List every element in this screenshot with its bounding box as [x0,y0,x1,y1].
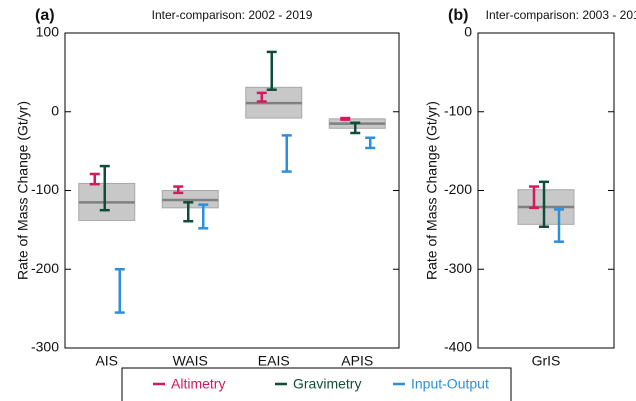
panel-label: (a) [35,7,55,24]
x-tick-label: AIS [95,353,118,369]
plot-frame [64,32,400,349]
y-axis-label: Rate of Mass Change (Gt/yr) [424,101,440,280]
x-tick-label: EAIS [258,353,290,369]
legend-box [121,367,512,401]
panel-title: Inter-comparison: 2002 - 2019 [152,8,313,22]
legend-label: Gravimetry [293,376,361,392]
plot-frame [477,32,615,349]
y-tick-label: 100 [36,24,60,40]
y-tick-label: -400 [444,339,472,355]
panel-label: (b) [448,7,468,24]
x-tick-label: WAIS [173,353,208,369]
y-tick-label: -200 [31,260,59,276]
legend-label: Input-Output [411,376,489,392]
y-tick-label: 0 [464,24,472,40]
y-tick-label: -200 [444,181,472,197]
x-tick-label: GrIS [532,353,561,369]
panel-title: Inter-comparison: 2003 - 2018 [486,8,636,22]
y-tick-label: -100 [444,102,472,118]
legend-label: Altimetry [171,376,225,392]
x-tick-label: APIS [341,353,373,369]
y-axis-label: Rate of Mass Change (Gt/yr) [15,101,31,280]
y-tick-label: -300 [31,339,59,355]
y-tick-label: 0 [51,102,59,118]
y-tick-label: -100 [31,181,59,197]
y-tick-label: -300 [444,260,472,276]
